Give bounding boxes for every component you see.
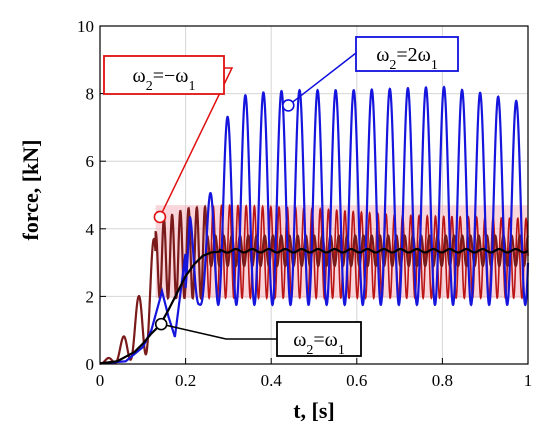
y-tick-label: 8 [86, 85, 95, 104]
y-tick-label: 2 [86, 287, 95, 306]
annotation-label-part: ω [376, 44, 389, 66]
annotation-label-part: ω [293, 329, 306, 351]
y-tick-label: 4 [86, 220, 95, 239]
annotation-label: ω2=ω1 [293, 329, 345, 358]
annotation-label-part: 2 [146, 79, 153, 94]
x-tick-label: 0 [96, 371, 105, 390]
y-axis-title: force, [kN] [18, 140, 43, 241]
annotation-2: ω2=ω1 [154, 317, 362, 358]
annotation-box [355, 36, 459, 72]
y-axis-ticks: 0 2 4 6 8 10 [77, 17, 106, 374]
annotation-leader [159, 67, 234, 218]
series-line-omega2-omega1 [99, 247, 529, 365]
annotation-marker [154, 317, 168, 331]
annotation-box [103, 55, 225, 95]
annotation-1: ω2=2ω1 [282, 36, 459, 112]
y-tick-label: 10 [77, 17, 94, 36]
annotation-leader [287, 52, 357, 107]
x-tick-label: 0.8 [432, 371, 453, 390]
annotation-leader [161, 323, 277, 340]
annotation-label-part: 1 [338, 343, 345, 358]
x-tick-label: 0.6 [346, 371, 367, 390]
annotation-label-part: =−ω [153, 65, 189, 87]
annotation-label-part: 1 [431, 58, 438, 73]
annotation-label-part: =ω [313, 329, 337, 351]
x-tick-label: 0.2 [175, 371, 196, 390]
x-tick-label: 0.4 [261, 371, 283, 390]
x-axis-title: t, [s] [293, 398, 335, 423]
y-tick-label: 0 [86, 355, 95, 374]
annotation-label-part: ω [133, 65, 146, 87]
y-tick-label: 6 [86, 152, 95, 171]
annotation-marker [153, 210, 167, 224]
annotation-label-part: =2ω [396, 44, 430, 66]
annotation-label: ω2=−ω1 [133, 65, 196, 94]
annotation-label-part: 2 [389, 58, 396, 73]
annotation-label: ω2=2ω1 [376, 44, 438, 73]
x-tick-label: 1 [524, 371, 533, 390]
annotation-0: ω2=−ω1 [103, 55, 234, 224]
plot-frame [99, 25, 529, 365]
annotation-label-part: 1 [188, 79, 195, 94]
annotation-box [276, 321, 362, 357]
annotation-label-part: 2 [306, 343, 313, 358]
x-axis-ticks: 0 0.2 0.4 0.6 0.8 1 [96, 358, 533, 390]
annotation-marker [282, 99, 295, 112]
